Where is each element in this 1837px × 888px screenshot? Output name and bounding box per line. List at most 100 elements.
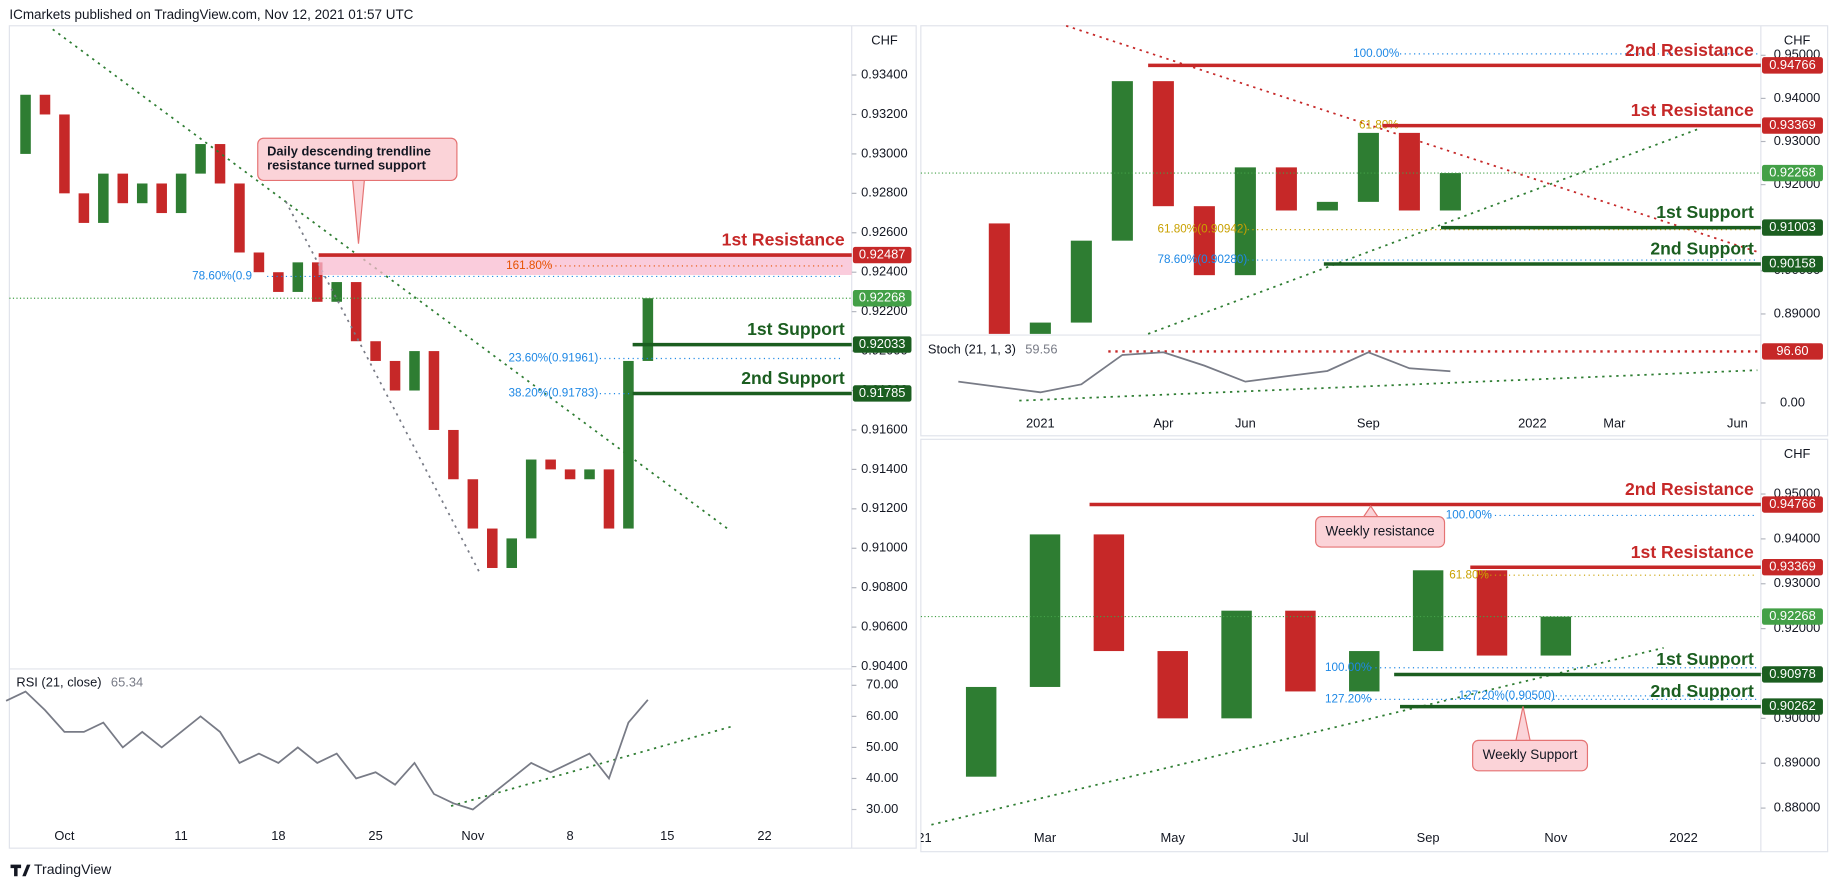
x-tick-label: 2021 xyxy=(1026,415,1055,430)
header-title: ICmarkets published on TradingView.com, … xyxy=(9,7,413,22)
fib-label: 127.20%(0.90500) xyxy=(1459,689,1555,702)
y-tick-label: 0.94000 xyxy=(1774,90,1821,105)
candle xyxy=(1234,167,1256,276)
level-value: 0.91003 xyxy=(1769,219,1816,234)
plot xyxy=(20,94,654,568)
candle xyxy=(253,252,265,273)
level-box xyxy=(1762,57,1823,74)
x-tick-label: 18 xyxy=(271,828,285,843)
y-tick-label: 0.91600 xyxy=(861,421,908,436)
candle xyxy=(1540,616,1572,656)
x-tick-label: 22 xyxy=(757,828,771,843)
candle xyxy=(1157,651,1188,719)
candle xyxy=(389,360,401,391)
level-value: 0.94766 xyxy=(1769,496,1816,511)
candle xyxy=(136,183,148,204)
y-tick-label: 30.00 xyxy=(866,801,898,816)
candle xyxy=(506,538,518,568)
panel-border xyxy=(920,25,1829,437)
y-tick-label: 0.92200 xyxy=(861,303,908,318)
candle xyxy=(156,183,167,214)
level-name: 1st Support xyxy=(747,319,845,339)
level-name: 1st Resistance xyxy=(1631,100,1754,120)
candle xyxy=(1111,81,1133,241)
candle xyxy=(311,262,323,302)
level-box xyxy=(1762,559,1823,576)
indicator-last: 59.56 xyxy=(1025,342,1057,357)
candle xyxy=(467,479,479,529)
level-name: 1st Resistance xyxy=(722,230,845,250)
fib-label: 127.20% xyxy=(1325,692,1371,705)
candle xyxy=(1093,534,1125,652)
y-tick-label: 50.00 xyxy=(866,739,898,754)
x-tick-label: Sep xyxy=(1417,830,1440,845)
fib-label: 61.80%(0.90942) xyxy=(1157,223,1247,236)
y-tick-label: 0.94000 xyxy=(1774,530,1821,545)
y-tick-label: 0.92400 xyxy=(861,264,908,279)
level-name: 2nd Support xyxy=(741,368,845,388)
callout-pointer xyxy=(1363,505,1379,517)
y-tick-label: 0.92800 xyxy=(861,185,908,200)
last-price-label: 0.92268 xyxy=(859,290,906,305)
candle xyxy=(1029,322,1051,334)
candle xyxy=(292,262,304,292)
candle xyxy=(117,173,129,204)
candle xyxy=(78,193,90,223)
y-tick-label: 0.89000 xyxy=(1774,755,1821,770)
panel-border xyxy=(920,438,1829,853)
y-tick-label: 0.90400 xyxy=(861,658,908,673)
candle xyxy=(370,341,381,361)
y-tick-label: 0.00 xyxy=(1780,394,1805,409)
x-tick-label: Sep xyxy=(1357,415,1380,430)
level-value: 0.91785 xyxy=(859,385,906,400)
y-tick-label: 0.93000 xyxy=(861,145,908,160)
fib-label: 78.60%(0.9 xyxy=(192,270,252,283)
callout-box xyxy=(1472,739,1589,772)
candle xyxy=(1316,201,1338,211)
level-value: 0.93369 xyxy=(1769,559,1816,574)
candle xyxy=(1349,651,1380,692)
indicator-line xyxy=(958,351,1451,394)
x-tick-label: 2021 xyxy=(903,830,932,845)
logo xyxy=(10,864,31,877)
last-price-label: 0.92268 xyxy=(1769,608,1816,623)
candle xyxy=(331,282,342,302)
level-value: 0.92033 xyxy=(859,336,906,351)
y-tick-label: 0.90800 xyxy=(861,579,908,594)
last-price-box xyxy=(1762,608,1823,625)
candle xyxy=(59,114,70,194)
x-tick-label: Oct xyxy=(54,828,74,843)
currency-label: CHF xyxy=(1784,32,1811,47)
callout-text: Daily descending trendline xyxy=(267,144,431,159)
level-box xyxy=(1762,117,1823,134)
x-tick-label: 25 xyxy=(368,828,382,843)
candle xyxy=(988,223,1010,334)
last-price-label: 0.92268 xyxy=(1769,164,1816,179)
y-tick-label: 0.93000 xyxy=(1774,133,1821,148)
level-name: 1st Resistance xyxy=(1631,542,1754,562)
candle xyxy=(1285,610,1316,692)
y-tick-label: 0.93000 xyxy=(1774,575,1821,590)
y-tick-label: 0.91000 xyxy=(861,540,908,555)
candle xyxy=(1275,167,1297,211)
level-name: 2nd Resistance xyxy=(1625,40,1754,60)
candle xyxy=(642,298,654,361)
y-tick-label: 0.92600 xyxy=(861,224,908,239)
indicator-last: 65.34 xyxy=(111,674,143,689)
candle xyxy=(273,272,284,292)
y-tick-label: 0.88000 xyxy=(1774,800,1821,815)
indicator-title: Stoch (21, 1, 3) xyxy=(928,342,1016,357)
candle xyxy=(195,144,206,174)
plot xyxy=(988,81,1461,334)
y-tick-label: 70.00 xyxy=(866,677,898,692)
x-tick-label: Mar xyxy=(1603,415,1626,430)
level-value: 0.90158 xyxy=(1769,255,1816,270)
indicator-line xyxy=(5,690,649,811)
callout-pointer xyxy=(1515,706,1531,741)
trendline xyxy=(931,646,1664,826)
x-tick-label: Apr xyxy=(1153,415,1174,430)
callout-box xyxy=(257,137,458,181)
candle xyxy=(98,173,109,223)
x-tick-label: Jun xyxy=(1235,415,1256,430)
fib-label: 38.20%(0.91783) xyxy=(508,387,598,400)
